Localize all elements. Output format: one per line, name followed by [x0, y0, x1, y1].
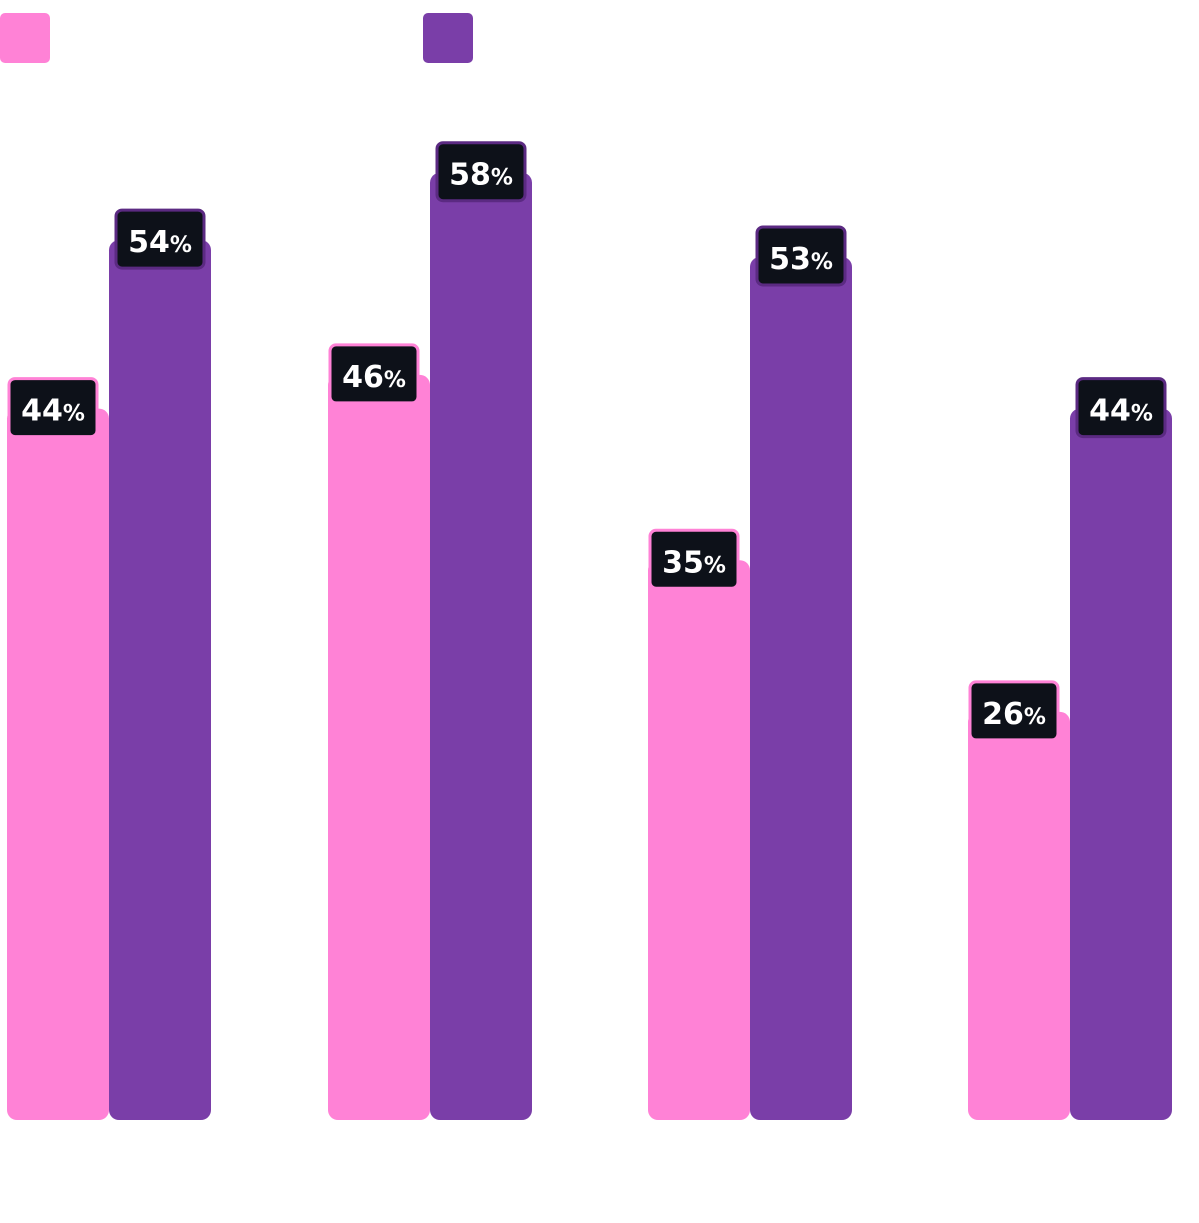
value-label-series-1-cat-4: 26%: [982, 697, 1046, 732]
bar-series-2-cat-4: [1070, 408, 1172, 1121]
value-label-box-series-1-cat-1: [7, 377, 99, 439]
value-label-series-2-cat-2: 58%: [449, 158, 513, 193]
bar-series-1-cat-2: [328, 374, 430, 1120]
legend-swatch-series-1: [0, 13, 50, 63]
value-label-series-2-cat-3: 53%: [769, 242, 833, 277]
bar-series-2-cat-3: [750, 256, 852, 1120]
value-label-box-series-2-cat-1: [114, 208, 206, 270]
value-label-box-series-2-cat-4: [1075, 377, 1167, 439]
value-label-series-1-cat-1: 44%: [21, 394, 85, 429]
value-label-series-1-cat-3: 35%: [662, 545, 726, 580]
legend-swatch-series-2: [423, 13, 473, 63]
value-label-box-series-1-cat-4: [968, 680, 1060, 742]
bar-series-2-cat-1: [109, 240, 211, 1121]
value-label-box-series-1-cat-2: [328, 343, 420, 405]
bar-series-1-cat-1: [7, 408, 109, 1121]
bar-series-2-cat-2: [430, 172, 532, 1120]
bar-series-1-cat-4: [968, 711, 1070, 1120]
value-label-series-2-cat-4: 44%: [1089, 394, 1153, 429]
value-label-box-series-2-cat-2: [435, 141, 527, 203]
value-label-series-1-cat-2: 46%: [342, 360, 406, 395]
value-label-box-series-2-cat-3: [755, 225, 847, 287]
value-label-series-2-cat-1: 54%: [128, 225, 192, 260]
bar-series-1-cat-3: [648, 560, 750, 1120]
value-label-box-series-1-cat-3: [648, 528, 740, 590]
